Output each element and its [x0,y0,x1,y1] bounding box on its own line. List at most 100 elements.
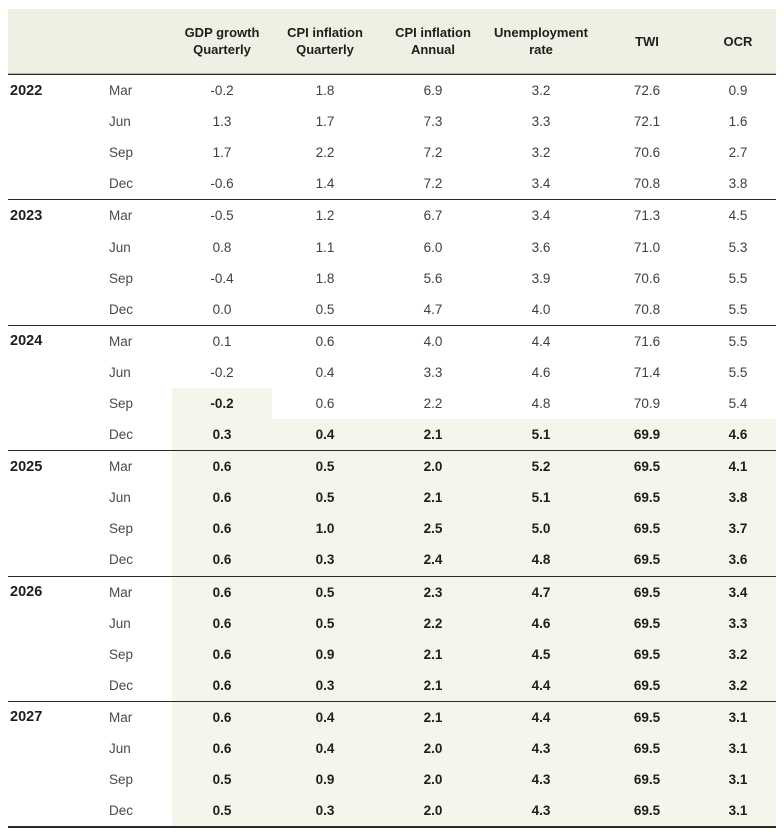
year-label [8,670,95,701]
year-label [8,733,95,764]
value-cpi-quarterly: 0.6 [315,333,335,349]
value-unemployment-rate: 4.8 [488,544,594,576]
value-twi: 69.5 [594,576,700,608]
table-row: Dec 0.0 0.5 4.7 4.0 70.8 5.5 [8,294,776,325]
value-ocr: 3.7 [700,513,776,545]
table-row: Jun 0.6 0.5 2.1 5.1 69.5 3.8 [8,482,776,514]
year-label: 2022 [10,82,43,99]
table-row: Sep 0.6 1.0 2.5 5.0 69.5 3.7 [8,513,776,545]
value-ocr: 3.8 [728,176,748,192]
value-ocr: 3.1 [700,795,776,827]
month-label: Mar [109,208,133,224]
value-twi: 69.5 [594,795,700,827]
value-gdp-growth: 0.6 [172,451,272,483]
value-unemployment-rate: 4.6 [531,364,551,380]
value-gdp-growth: -0.4 [210,270,234,286]
year-label: 2023 [10,207,43,224]
value-gdp-growth: 0.5 [172,795,272,827]
value-unemployment-rate: 4.6 [488,607,594,639]
month-label: Dec [109,176,134,192]
value-unemployment-rate: 5.1 [488,419,594,451]
value-unemployment-rate: 4.4 [531,333,551,349]
value-twi: 71.3 [633,208,661,224]
value-cpi-annual: 7.2 [423,176,443,192]
month-label: Dec [109,427,134,443]
year-label [8,608,95,639]
value-ocr: 5.4 [728,395,748,411]
column-header-label: GDP growth [184,25,260,40]
value-ocr: 3.1 [700,732,776,765]
value-gdp-growth: 0.6 [172,544,272,576]
value-cpi-quarterly: 0.5 [272,576,378,608]
year-label [8,357,95,388]
value-unemployment-rate: 5.1 [488,482,594,514]
year-label [8,294,95,325]
value-ocr: 3.2 [700,669,776,701]
column-header-twi: TWI [594,9,700,73]
value-cpi-annual: 2.0 [378,764,488,796]
month-label: Mar [109,459,133,475]
value-cpi-annual: 2.1 [378,638,488,670]
month-label: Mar [109,83,133,99]
month-label: Dec [109,803,134,819]
value-ocr: 3.1 [700,701,776,733]
value-gdp-growth: -0.2 [210,83,234,99]
month-label: Sep [109,521,134,537]
table-row: 2023 Mar -0.5 1.2 6.7 3.4 71.3 4.5 [8,199,776,231]
value-unemployment-rate: 4.3 [488,732,594,765]
month-label: Sep [109,145,134,161]
value-cpi-annual: 2.0 [378,451,488,483]
value-cpi-quarterly: 1.1 [315,239,335,255]
value-twi: 69.9 [594,419,700,451]
projections-table: GDP growth Quarterly CPI inflation Quart… [8,9,776,829]
value-gdp-growth: -0.2 [172,387,272,420]
value-twi: 69.5 [594,638,700,670]
value-cpi-quarterly: 0.5 [272,482,378,514]
value-twi: 69.5 [594,764,700,796]
value-gdp-growth: 0.6 [172,482,272,514]
value-ocr: 3.1 [700,764,776,796]
year-label [8,263,95,294]
header-year-spacer [8,9,95,73]
value-cpi-annual: 2.1 [378,482,488,514]
table-row: Sep -0.2 0.6 2.2 4.8 70.9 5.4 [8,387,776,420]
value-ocr: 3.4 [700,576,776,608]
value-twi: 69.5 [594,482,700,514]
value-cpi-annual: 6.7 [423,208,443,224]
value-cpi-quarterly: 0.3 [272,544,378,576]
column-header-ocr: OCR [700,9,776,73]
value-twi: 69.5 [594,669,700,701]
value-ocr: 4.5 [728,208,748,224]
value-ocr: 5.5 [728,301,748,317]
value-unemployment-rate: 3.3 [531,114,551,130]
value-cpi-annual: 2.3 [378,576,488,608]
year-label: 2026 [10,584,43,601]
column-header-label: Unemployment [494,25,588,40]
month-label: Jun [109,364,131,380]
value-gdp-growth: 0.6 [172,607,272,639]
month-label: Sep [109,270,134,286]
month-label: Mar [109,584,133,600]
value-cpi-annual: 7.2 [423,145,443,161]
year-label [8,137,95,168]
year-label [8,388,95,419]
month-label: Sep [109,395,134,411]
value-cpi-annual: 2.1 [378,701,488,733]
value-twi: 72.6 [633,83,661,99]
value-cpi-annual: 2.2 [423,395,443,411]
value-gdp-growth: 0.5 [172,764,272,796]
year-label [8,106,95,137]
value-unemployment-rate: 4.7 [488,576,594,608]
value-unemployment-rate: 4.3 [488,795,594,827]
value-twi: 69.5 [594,451,700,483]
month-label: Mar [109,333,133,349]
value-ocr: 3.2 [700,638,776,670]
table-row: 2022 Mar -0.2 1.8 6.9 3.2 72.6 0.9 [8,74,776,106]
value-ocr: 3.8 [700,482,776,514]
value-ocr: 5.3 [728,239,748,255]
value-ocr: 5.5 [728,270,748,286]
value-twi: 70.8 [633,301,661,317]
table-row: Dec 0.3 0.4 2.1 5.1 69.9 4.6 [8,419,776,451]
value-unemployment-rate: 4.0 [531,301,551,317]
month-label: Jun [109,114,131,130]
